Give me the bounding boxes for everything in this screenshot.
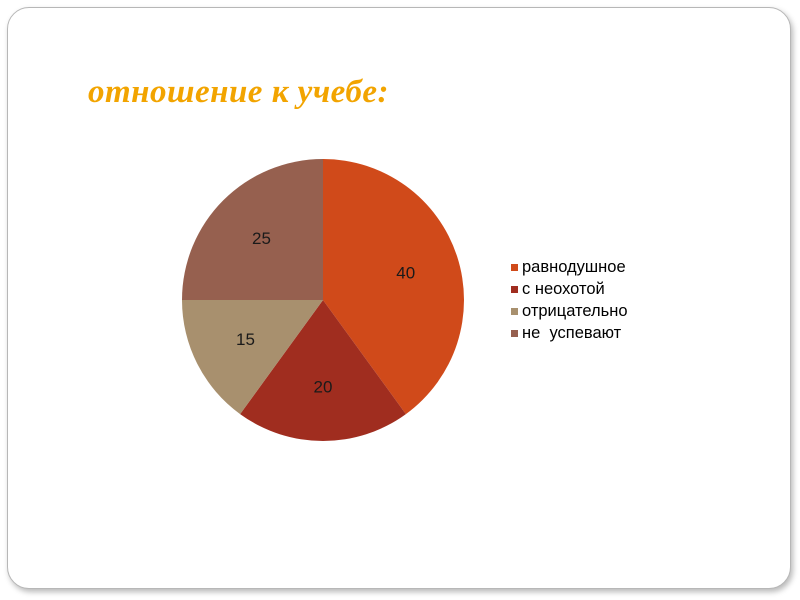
legend-label-0: равнодушное (522, 257, 626, 276)
legend-swatch-0 (511, 263, 518, 271)
legend-label-1: с неохотой (522, 279, 605, 298)
slide-title: отношение к учебе: (88, 74, 389, 110)
pie-slice-otritsatelno (182, 300, 323, 415)
legend-item-3: не успевают (511, 322, 628, 344)
legend-swatch-2 (511, 307, 518, 315)
data-label-ne-uspevayut: 25 (252, 229, 271, 248)
legend-swatch-3 (511, 329, 518, 337)
data-label-ravnodushnoe: 40 (396, 264, 415, 283)
legend-label-3: не успевают (522, 323, 622, 342)
pie-slice-ne-uspevayut (182, 159, 323, 300)
data-label-otritsatelno: 15 (236, 330, 255, 349)
pie-slice-s-neohotoy (240, 300, 406, 442)
legend-item-2: отрицательно (511, 300, 628, 322)
legend-label-2: отрицательно (522, 301, 628, 320)
pie-slice-ravnodushnoe (323, 159, 465, 415)
data-label-s-neohotoy: 20 (314, 378, 333, 397)
legend-item-0: равнодушное (511, 256, 628, 278)
legend-swatch-1 (511, 285, 518, 293)
chart-legend: равнодушное с неохотой отрицательно не у… (511, 256, 628, 344)
legend-item-1: с неохотой (511, 278, 628, 300)
